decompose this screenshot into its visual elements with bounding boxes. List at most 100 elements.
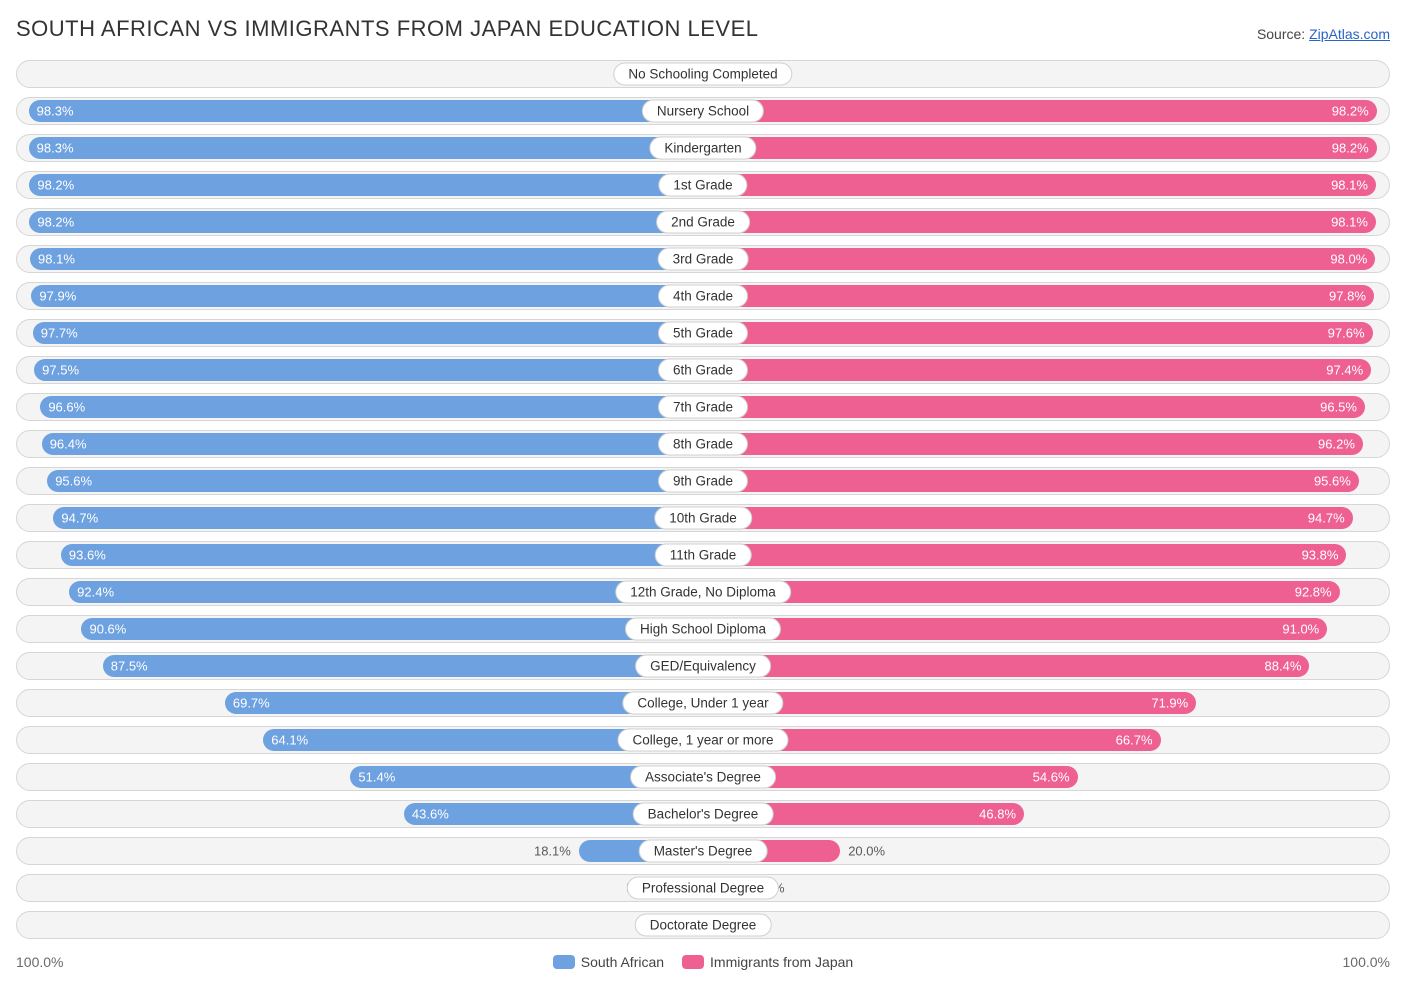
chart-row: 1.8%1.9%No Schooling Completed (16, 60, 1390, 88)
bar-left: 90.6% (81, 618, 703, 640)
value-right: 71.9% (1151, 696, 1188, 711)
value-left: 43.6% (412, 807, 449, 822)
value-left: 98.2% (37, 215, 74, 230)
chart-row: 64.1%66.7%College, 1 year or more (16, 726, 1390, 754)
value-left: 69.7% (233, 696, 270, 711)
value-left: 94.7% (61, 511, 98, 526)
value-right: 46.8% (979, 807, 1016, 822)
chart-source: Source: ZipAtlas.com (1257, 26, 1390, 42)
value-right: 88.4% (1265, 659, 1302, 674)
source-link[interactable]: ZipAtlas.com (1309, 26, 1390, 42)
category-label: 10th Grade (654, 507, 752, 530)
chart-row: 97.7% 97.6% 5th Grade (16, 319, 1390, 347)
bar-right: 96.2% (703, 433, 1363, 455)
chart-title: SOUTH AFRICAN VS IMMIGRANTS FROM JAPAN E… (16, 16, 759, 42)
category-label: College, 1 year or more (617, 729, 788, 752)
value-right: 98.2% (1332, 141, 1369, 156)
value-left: 97.7% (41, 326, 78, 341)
value-left: 51.4% (358, 770, 395, 785)
category-label: Associate's Degree (630, 766, 776, 789)
category-label: 7th Grade (658, 396, 748, 419)
category-label: Master's Degree (639, 840, 768, 863)
bar-right: 98.2% (703, 137, 1377, 159)
value-right: 97.6% (1328, 326, 1365, 341)
axis-label-left: 100.0% (16, 954, 63, 970)
chart-row: 98.2%98.1%2nd Grade (16, 208, 1390, 236)
category-label: College, Under 1 year (622, 692, 783, 715)
legend-item-right: Immigrants from Japan (682, 954, 853, 970)
category-label: High School Diploma (625, 618, 781, 641)
value-left: 90.6% (89, 622, 126, 637)
chart-row: 98.1%98.0%3rd Grade (16, 245, 1390, 273)
value-right: 96.2% (1318, 437, 1355, 452)
bar-right: 98.1% (703, 211, 1376, 233)
chart-row: 43.6% 46.8% Bachelor's Degree (16, 800, 1390, 828)
bar-right: 97.8% (703, 285, 1374, 307)
value-left: 93.6% (69, 548, 106, 563)
bar-right: 88.4% (703, 655, 1309, 677)
value-left: 96.6% (48, 400, 85, 415)
bar-left: 97.9% (31, 285, 703, 307)
legend-label-left: South African (581, 954, 664, 970)
value-right: 98.0% (1330, 252, 1367, 267)
category-label: 12th Grade, No Diploma (615, 581, 791, 604)
chart-row: 98.3%98.2%Nursery School (16, 97, 1390, 125)
axis-label-right: 100.0% (1343, 954, 1390, 970)
chart-page: SOUTH AFRICAN VS IMMIGRANTS FROM JAPAN E… (0, 0, 1406, 992)
chart-row: 69.7% 71.9% College, Under 1 year (16, 689, 1390, 717)
value-left: 87.5% (111, 659, 148, 674)
bar-right: 98.0% (703, 248, 1375, 270)
category-label: Nursery School (642, 100, 764, 123)
chart-row: 87.5%88.4%GED/Equivalency (16, 652, 1390, 680)
value-right: 96.5% (1320, 400, 1357, 415)
legend-row: 100.0% South African Immigrants from Jap… (16, 948, 1390, 976)
chart-row: 51.4% 54.6% Associate's Degree (16, 763, 1390, 791)
category-label: 11th Grade (655, 544, 752, 567)
category-label: Kindergarten (649, 137, 756, 160)
bar-left: 95.6% (47, 470, 703, 492)
chart-row: 98.3% 98.2% Kindergarten (16, 134, 1390, 162)
bar-left: 98.3% (29, 137, 703, 159)
value-right: 95.6% (1314, 474, 1351, 489)
chart-row: 96.6% 96.5% 7th Grade (16, 393, 1390, 421)
value-left: 18.1% (534, 844, 571, 859)
bar-right: 91.0% (703, 618, 1327, 640)
bar-left: 92.4% (69, 581, 703, 603)
bar-right: 92.8% (703, 581, 1340, 603)
chart-row: 98.2%98.1%1st Grade (16, 171, 1390, 199)
category-label: 5th Grade (658, 322, 748, 345)
bar-right: 93.8% (703, 544, 1346, 566)
category-label: No Schooling Completed (613, 63, 792, 86)
bar-left: 96.4% (42, 433, 703, 455)
value-left: 98.3% (37, 141, 74, 156)
value-left: 95.6% (55, 474, 92, 489)
value-left: 98.2% (37, 178, 74, 193)
value-right: 92.8% (1295, 585, 1332, 600)
bar-left: 98.1% (30, 248, 703, 270)
value-right: 98.1% (1331, 215, 1368, 230)
category-label: 4th Grade (658, 285, 748, 308)
bar-right: 97.4% (703, 359, 1371, 381)
value-left: 98.1% (38, 252, 75, 267)
category-label: 8th Grade (658, 433, 748, 456)
value-right: 20.0% (848, 844, 885, 859)
source-prefix: Source: (1257, 26, 1309, 42)
value-right: 54.6% (1033, 770, 1070, 785)
value-left: 97.9% (39, 289, 76, 304)
chart-row: 93.6% 93.8%11th Grade (16, 541, 1390, 569)
bar-right: 98.2% (703, 100, 1377, 122)
chart-row: 94.7%94.7%10th Grade (16, 504, 1390, 532)
bar-left: 98.2% (29, 174, 703, 196)
chart-row: 97.5%97.4%6th Grade (16, 356, 1390, 384)
chart-header: SOUTH AFRICAN VS IMMIGRANTS FROM JAPAN E… (16, 16, 1390, 42)
chart-row: 96.4% 96.2% 8th Grade (16, 430, 1390, 458)
value-right: 91.0% (1282, 622, 1319, 637)
value-left: 96.4% (50, 437, 87, 452)
category-label: Bachelor's Degree (633, 803, 774, 826)
chart-row: 97.9% 97.8%4th Grade (16, 282, 1390, 310)
value-left: 97.5% (42, 363, 79, 378)
bar-left: 87.5% (103, 655, 703, 677)
chart-row: 2.3%2.8%Doctorate Degree (16, 911, 1390, 939)
chart-area: 1.8%1.9%No Schooling Completed98.3%98.2%… (16, 60, 1390, 939)
bar-left: 97.7% (33, 322, 703, 344)
